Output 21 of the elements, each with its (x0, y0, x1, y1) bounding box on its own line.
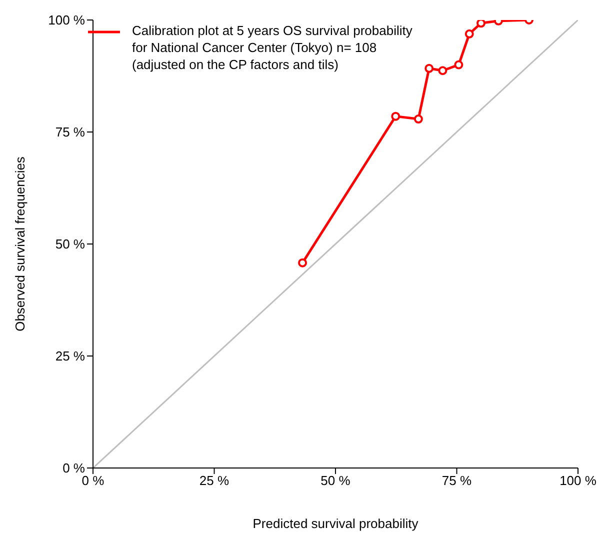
point (476, 20, 486, 28)
y-tick-label: 100 % (48, 12, 86, 28)
y-tick-label: 75 % (55, 124, 86, 140)
point (454, 60, 464, 70)
legend-label: Calibration plot at 5 years OS survival probability for National Cancer Center (Tokyo) n= 108 (adjusted on the CP factors and tils) (132, 22, 412, 73)
x-tick-label: 100 % (560, 473, 597, 488)
x-axis-title: Predicted survival probability (252, 516, 419, 531)
point (424, 64, 434, 73)
point (464, 29, 474, 38)
point (438, 66, 448, 76)
x-tick-label: 25 % (199, 473, 230, 488)
point (298, 258, 308, 268)
y-tick-label: 0 % (62, 460, 86, 476)
x-tick-label: 50 % (320, 473, 351, 488)
point (414, 114, 423, 124)
y-tick-label: 25 % (55, 348, 86, 364)
point (391, 112, 400, 121)
x-tick-label: 0 % (82, 473, 105, 488)
x-tick-label: 75 % (442, 473, 472, 488)
y-tick-label: 50 % (55, 236, 86, 252)
y-axis-title: Observed survival frequencies (12, 156, 28, 332)
